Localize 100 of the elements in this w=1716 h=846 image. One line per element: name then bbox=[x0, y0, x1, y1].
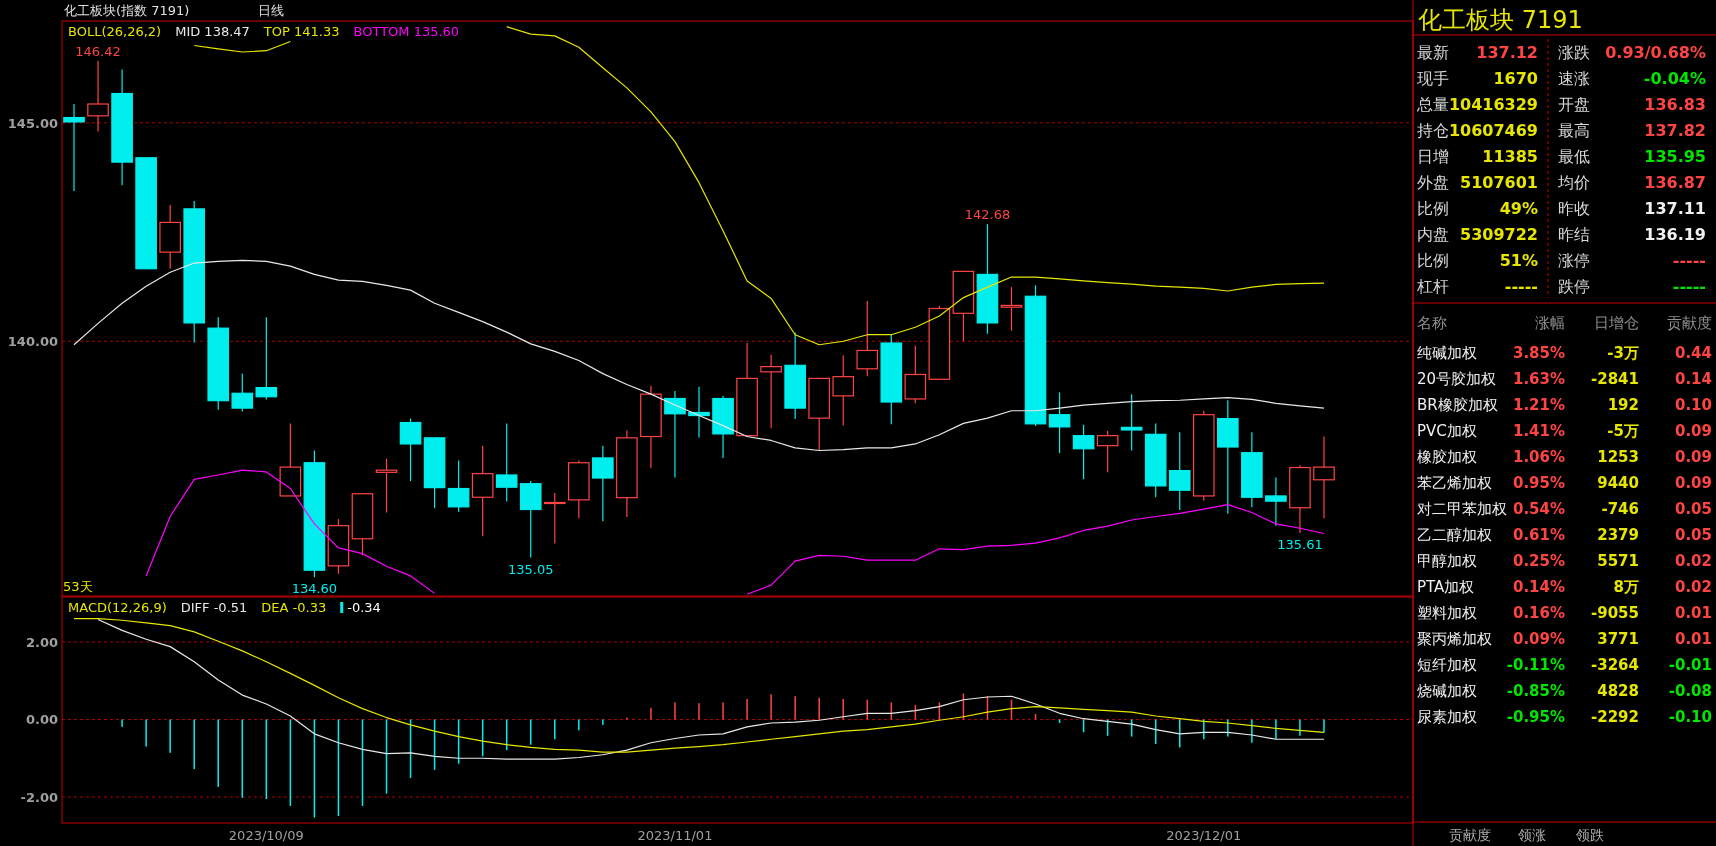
text: 最低 bbox=[1558, 147, 1590, 166]
annotation: 135.05 bbox=[507, 561, 554, 577]
text: 0.93/0.68% bbox=[1605, 43, 1706, 62]
text: BR橡胶加权 bbox=[1417, 396, 1498, 414]
text: 短纤加权 bbox=[1417, 656, 1477, 674]
annotation: 142.68 bbox=[964, 207, 1011, 223]
text: -2841 bbox=[1591, 370, 1639, 388]
text: 昨结 bbox=[1558, 225, 1590, 244]
candlestick bbox=[760, 354, 782, 429]
text: 0.02 bbox=[1674, 578, 1712, 596]
text: 0.95% bbox=[1512, 474, 1565, 492]
category-label: 贡献度 bbox=[1667, 314, 1712, 332]
text: 0.01 bbox=[1674, 604, 1712, 622]
text: 137.82 bbox=[1644, 121, 1706, 140]
text: 5309722 bbox=[1460, 225, 1538, 244]
text: ----- bbox=[1672, 277, 1706, 296]
text: 聚丙烯加权 bbox=[1417, 630, 1492, 648]
candlestick bbox=[1072, 424, 1095, 480]
text: 纯碱加权 bbox=[1417, 344, 1477, 362]
text: 0.09% bbox=[1512, 630, 1565, 648]
chart-title: 化工板块(指数 7191) bbox=[64, 3, 190, 18]
text: 苯乙烯加权 bbox=[1417, 474, 1492, 492]
text: -9055 bbox=[1591, 604, 1639, 622]
text: 3771 bbox=[1597, 630, 1639, 648]
x-tick-label: 2023/10/09 bbox=[228, 828, 304, 843]
text: 1.63% bbox=[1512, 370, 1565, 388]
text: 0.10 bbox=[1674, 396, 1712, 414]
x-tick-label: 2023/12/01 bbox=[1166, 828, 1242, 843]
text: 136.19 bbox=[1644, 225, 1706, 244]
series-label: TOP 141.33 bbox=[262, 24, 340, 39]
candlestick bbox=[543, 492, 566, 545]
line-series bbox=[73, 259, 1325, 452]
text: 涨停 bbox=[1558, 251, 1590, 270]
text: 3.85% bbox=[1512, 344, 1565, 362]
text: 5571 bbox=[1597, 552, 1639, 570]
candlestick bbox=[447, 459, 470, 513]
candlestick bbox=[495, 422, 518, 503]
text: 橡胶加权 bbox=[1417, 448, 1477, 466]
y-tick-label: 145.00 bbox=[7, 115, 58, 131]
text: 11385 bbox=[1482, 147, 1538, 166]
text: BOTTOM 135.60 bbox=[353, 24, 460, 39]
text: 1.06% bbox=[1512, 448, 1565, 466]
text: 日增 bbox=[1417, 147, 1449, 166]
text: 均价 bbox=[1557, 173, 1590, 192]
text: 0.14% bbox=[1512, 578, 1565, 596]
text: -0.01 bbox=[1668, 656, 1712, 674]
text: 0.25% bbox=[1512, 552, 1565, 570]
text: DIFF -0.51 bbox=[180, 600, 248, 615]
text: 51% bbox=[1499, 251, 1538, 270]
text: ----- bbox=[1672, 251, 1706, 270]
annotation: 146.42 bbox=[75, 43, 121, 59]
text: 0.54% bbox=[1512, 500, 1565, 518]
candlestick bbox=[1000, 286, 1023, 332]
text: 化工板块 7191 bbox=[1418, 6, 1583, 34]
text: 昨收 bbox=[1558, 199, 1590, 218]
text: 10607469 bbox=[1448, 121, 1538, 140]
text: 135.95 bbox=[1644, 147, 1706, 166]
text: 192 bbox=[1607, 396, 1639, 414]
text: 0.05 bbox=[1674, 526, 1712, 544]
category-label: 涨幅 bbox=[1535, 314, 1565, 332]
text: ----- bbox=[1504, 277, 1538, 296]
text: -0.11% bbox=[1506, 656, 1565, 674]
text: 0.44 bbox=[1674, 344, 1712, 362]
candlestick bbox=[87, 60, 109, 133]
candlestick bbox=[471, 445, 494, 537]
candlestick bbox=[1096, 430, 1119, 473]
y-tick-label: 0.00 bbox=[25, 712, 58, 728]
x-tick-label: 2023/11/01 bbox=[637, 828, 713, 843]
candlestick bbox=[255, 316, 278, 400]
text: 贡献度 bbox=[1449, 827, 1491, 843]
text: 1253 bbox=[1597, 448, 1639, 466]
candlestick bbox=[832, 354, 855, 427]
text: 9440 bbox=[1597, 474, 1639, 492]
text: 1.41% bbox=[1512, 422, 1565, 440]
candlestick bbox=[63, 103, 85, 192]
text: -3万 bbox=[1607, 344, 1639, 362]
text: 0.14 bbox=[1674, 370, 1712, 388]
legend-label: -0.34 bbox=[347, 600, 381, 615]
text: DEA -0.33 bbox=[261, 600, 327, 615]
text: -0.04% bbox=[1643, 69, 1706, 88]
text: 137.11 bbox=[1644, 199, 1706, 218]
text: -746 bbox=[1601, 500, 1639, 518]
category-label: 名称 bbox=[1417, 314, 1447, 332]
text: 开盘 bbox=[1558, 95, 1590, 114]
text: MID 138.47 bbox=[175, 24, 250, 39]
candlestick bbox=[1313, 435, 1335, 519]
text: 10416329 bbox=[1448, 95, 1538, 114]
text: 20号胶加权 bbox=[1417, 370, 1497, 388]
chart-subtitle: 日线 bbox=[258, 3, 284, 18]
text: 外盘 bbox=[1417, 173, 1449, 192]
text: 杠杆 bbox=[1416, 277, 1449, 296]
candlestick bbox=[856, 300, 879, 377]
text: 1.21% bbox=[1512, 396, 1565, 414]
y-tick-label: 140.00 bbox=[7, 334, 58, 350]
text: 4828 bbox=[1597, 682, 1639, 700]
text: 5107601 bbox=[1460, 173, 1538, 192]
text: 137.12 bbox=[1476, 43, 1538, 62]
text: 现手 bbox=[1417, 69, 1449, 88]
text: 最高 bbox=[1558, 121, 1590, 140]
text: 烧碱加权 bbox=[1417, 682, 1477, 700]
